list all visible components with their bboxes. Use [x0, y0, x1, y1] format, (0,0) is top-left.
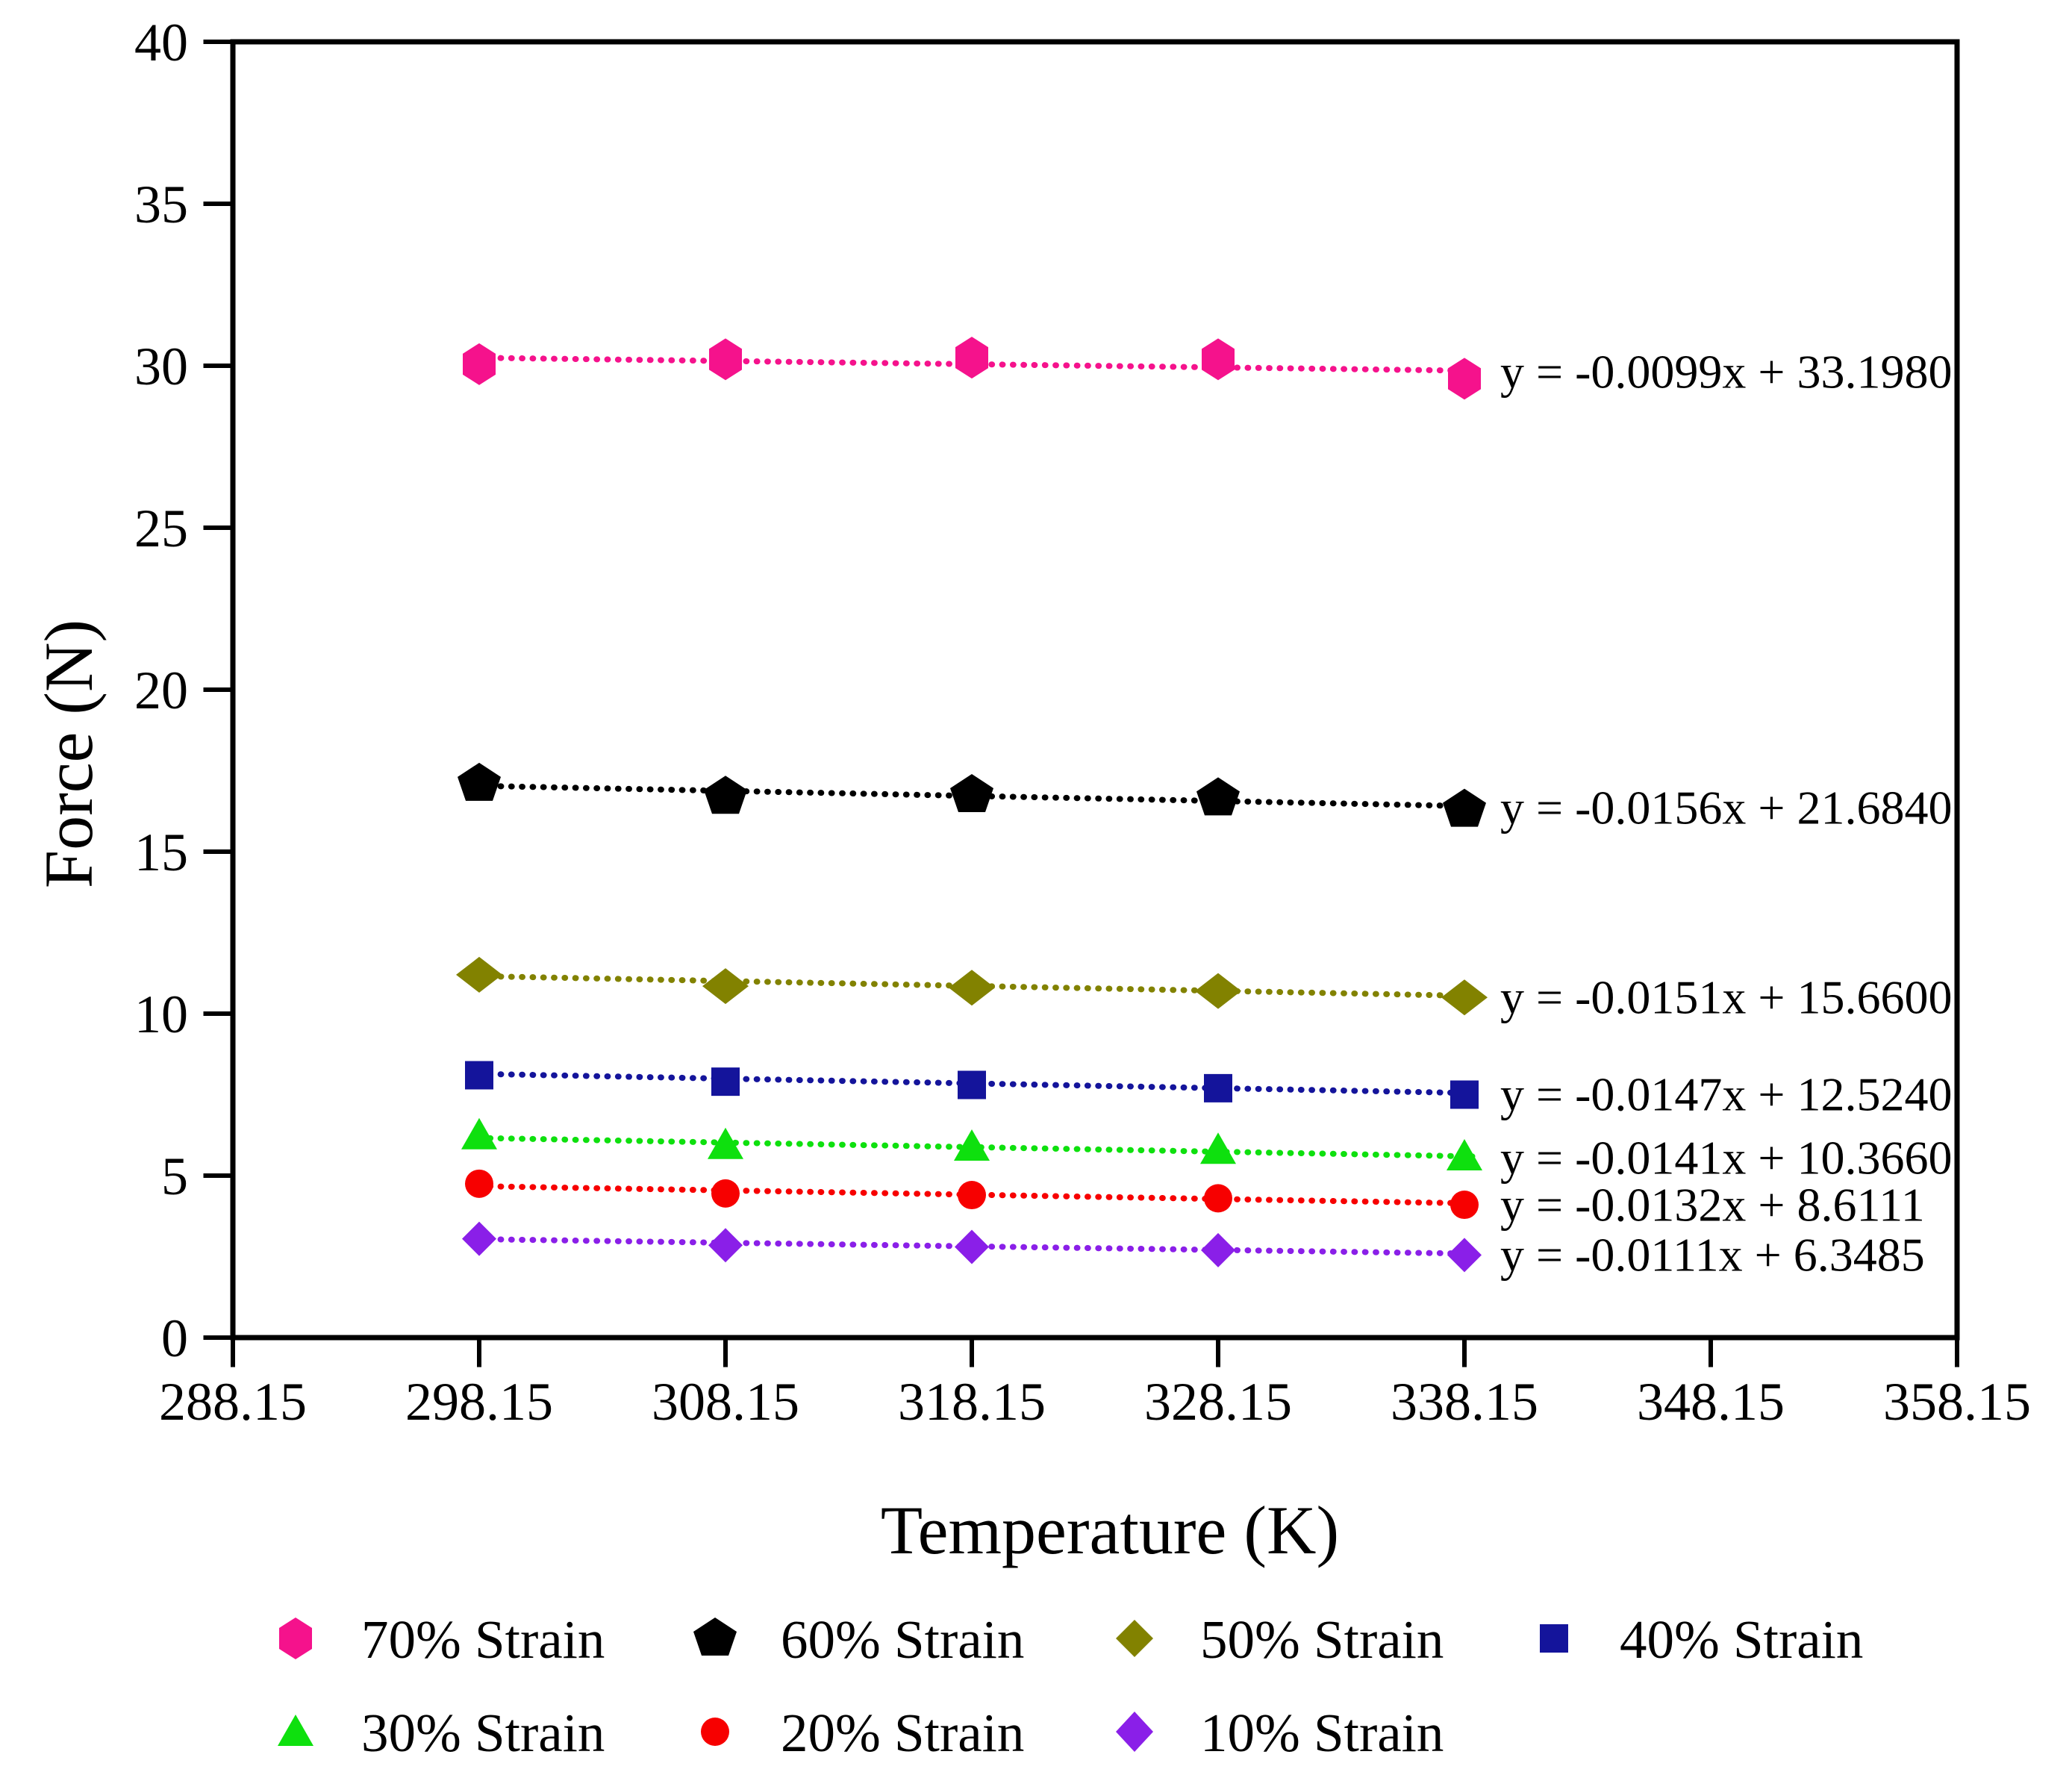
legend-label: 20% Strain — [781, 1703, 1024, 1763]
hexagon-marker — [955, 337, 988, 379]
pentagon-marker — [458, 762, 501, 801]
pentagon-marker — [704, 776, 747, 814]
hexagon-marker — [463, 343, 496, 385]
diamond-wide-marker — [1441, 979, 1488, 1016]
y-tick-label: 25 — [134, 499, 188, 558]
trend-equation-label: y = -0.0147x + 12.5240 — [1500, 1068, 1953, 1121]
circle-marker — [958, 1181, 986, 1210]
legend-label: 60% Strain — [781, 1609, 1024, 1670]
x-tick-label: 358.15 — [1883, 1372, 2031, 1432]
square-marker — [465, 1061, 493, 1090]
diamond-wide-marker — [456, 956, 502, 993]
trend-equation-label: y = -0.0141x + 10.3660 — [1500, 1131, 1953, 1184]
trend-equation-label: y = -0.0111x + 6.3485 — [1500, 1229, 1925, 1282]
diamond-marker — [1201, 1232, 1235, 1267]
legend-label: 50% Strain — [1200, 1609, 1444, 1670]
legend-label: 40% Strain — [1620, 1609, 1863, 1670]
hexagon-marker — [709, 338, 742, 381]
y-tick-label: 20 — [134, 661, 188, 720]
legend-diamond-marker — [1116, 1712, 1153, 1752]
x-tick-label: 328.15 — [1144, 1372, 1292, 1432]
x-tick-label: 348.15 — [1637, 1372, 1785, 1432]
circle-marker — [711, 1179, 740, 1208]
x-tick-label: 318.15 — [898, 1372, 1046, 1432]
x-tick-label: 338.15 — [1391, 1372, 1538, 1432]
y-tick-label: 5 — [161, 1147, 188, 1206]
y-tick-label: 15 — [134, 823, 188, 882]
y-tick-label: 40 — [134, 13, 188, 72]
y-tick-label: 30 — [134, 337, 188, 396]
y-tick-label: 0 — [161, 1308, 188, 1368]
triangle-marker — [461, 1117, 497, 1150]
trend-equation-label: y = -0.0132x + 8.6111 — [1500, 1178, 1925, 1231]
legend-label: 10% Strain — [1200, 1703, 1444, 1763]
diamond-wide-marker — [1195, 973, 1241, 1009]
trend-equation-label: y = -0.0151x + 15.6600 — [1500, 970, 1953, 1023]
legend-hexagon-marker — [279, 1618, 312, 1659]
x-tick-label: 288.15 — [159, 1372, 307, 1432]
circle-marker — [1204, 1184, 1232, 1213]
square-marker — [1204, 1073, 1232, 1102]
square-marker — [1450, 1080, 1479, 1109]
x-axis-title: Temperature (K) — [880, 1492, 1340, 1568]
diamond-marker — [708, 1228, 743, 1263]
trend-equation-label: y = -0.0156x + 21.6840 — [1500, 781, 1953, 834]
plot-frame — [230, 39, 1960, 1341]
diamond-marker — [955, 1229, 989, 1264]
hexagon-marker — [1448, 358, 1481, 400]
square-marker — [711, 1067, 740, 1097]
diamond-marker — [1447, 1238, 1482, 1273]
pentagon-marker — [1196, 777, 1240, 816]
legend-square-marker — [1540, 1624, 1568, 1653]
pentagon-marker — [950, 774, 993, 813]
y-tick-label: 35 — [134, 175, 188, 234]
legend-label: 70% Strain — [361, 1609, 605, 1670]
diamond-wide-marker — [702, 968, 749, 1005]
circle-marker — [465, 1169, 493, 1198]
y-axis-title: Force (N) — [31, 619, 107, 889]
legend-diamond-wide-marker — [1116, 1620, 1153, 1657]
legend-label: 30% Strain — [361, 1703, 605, 1763]
triangle-marker — [1447, 1138, 1482, 1170]
triangle-marker — [708, 1127, 743, 1159]
x-tick-label: 298.15 — [405, 1372, 553, 1432]
circle-marker — [1450, 1191, 1479, 1220]
triangle-marker — [954, 1129, 990, 1161]
y-tick-label: 10 — [134, 985, 188, 1044]
legend-triangle-marker — [278, 1715, 313, 1746]
x-tick-label: 308.15 — [652, 1372, 799, 1432]
legend-circle-marker — [701, 1718, 729, 1746]
legend-pentagon-marker — [693, 1618, 737, 1656]
square-marker — [958, 1070, 986, 1099]
diamond-wide-marker — [949, 970, 995, 1006]
trend-equation-label: y = -0.0099x + 33.1980 — [1500, 346, 1953, 399]
hexagon-marker — [1202, 338, 1235, 381]
triangle-marker — [1200, 1132, 1236, 1164]
pentagon-marker — [1443, 788, 1486, 827]
diamond-marker — [462, 1221, 496, 1256]
